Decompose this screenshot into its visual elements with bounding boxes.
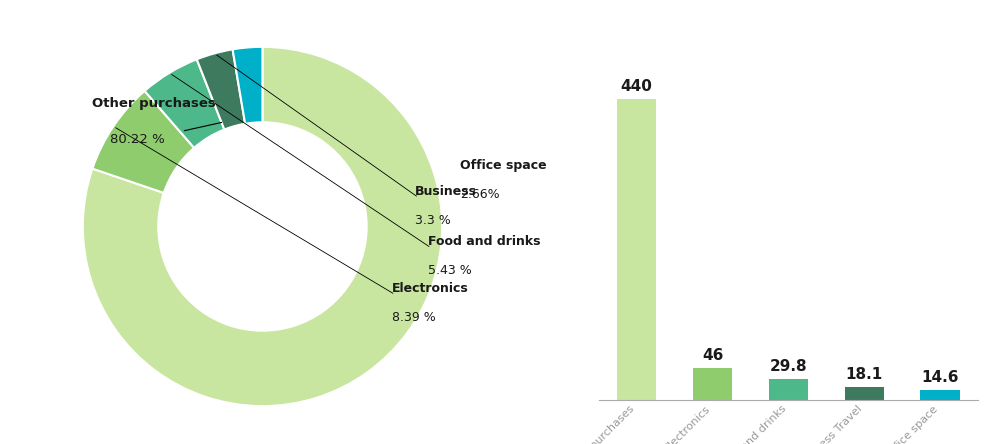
Text: Other purchases: Other purchases [92,97,216,110]
Text: 5.43 %: 5.43 % [428,264,471,277]
Text: 2.66%: 2.66% [460,188,500,201]
Bar [920,390,960,400]
Text: Food and drinks: Food and drinks [428,235,540,248]
Bar [693,368,733,400]
Wedge shape [93,91,195,193]
Text: 14.6: 14.6 [921,370,959,385]
Text: 46: 46 [702,349,724,363]
Text: 440: 440 [621,79,653,94]
Wedge shape [233,47,262,124]
Text: Electronics: Electronics [392,282,469,295]
Text: 8.39 %: 8.39 % [392,311,435,324]
Text: 18.1: 18.1 [845,368,883,382]
Bar [768,379,808,400]
Wedge shape [145,59,225,148]
Bar [617,99,657,400]
Text: Office space: Office space [460,159,547,172]
Text: 80.22 %: 80.22 % [110,133,165,146]
Text: Business: Business [415,185,477,198]
Text: 3.3 %: 3.3 % [415,214,451,227]
Bar [844,387,884,400]
Wedge shape [197,49,246,130]
Wedge shape [83,47,442,406]
Text: 29.8: 29.8 [769,360,807,374]
